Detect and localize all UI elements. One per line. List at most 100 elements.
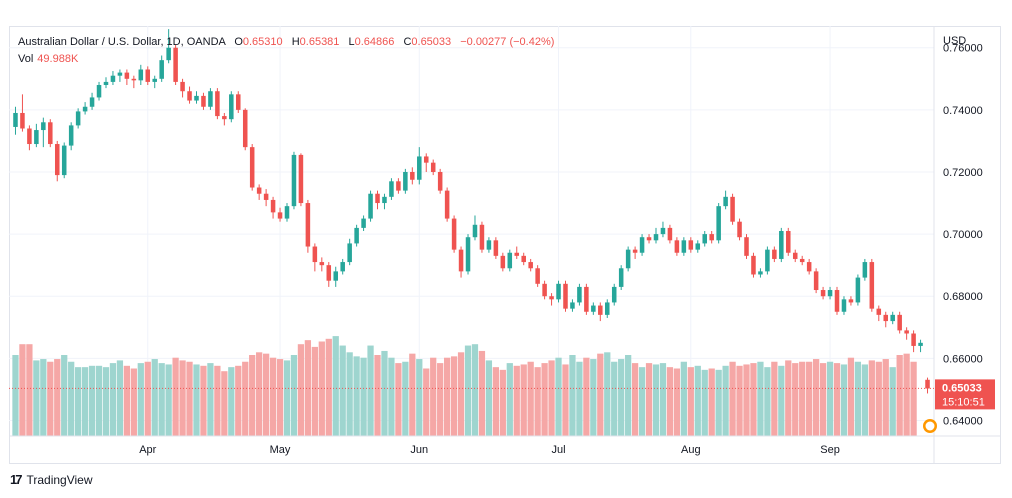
candle-body xyxy=(570,302,575,309)
candle-body xyxy=(194,95,199,101)
volume-bar xyxy=(541,363,548,436)
candle-body xyxy=(34,130,39,145)
candle-body xyxy=(340,262,345,272)
candle-body xyxy=(841,299,847,312)
candle-body xyxy=(465,237,471,272)
volume-bar xyxy=(764,367,771,436)
candle-body xyxy=(312,246,318,263)
volume-bar xyxy=(423,368,430,436)
volume-bar xyxy=(228,367,235,436)
candle-body xyxy=(472,224,478,238)
volume-bar xyxy=(534,367,541,436)
volume-bar xyxy=(430,357,437,436)
candle-body xyxy=(577,286,582,303)
volume-bar xyxy=(353,356,360,436)
candle-body xyxy=(500,255,506,269)
volume-bar xyxy=(33,360,40,436)
volume-bar xyxy=(520,364,527,436)
candle-body xyxy=(249,147,255,188)
volume-bar xyxy=(478,350,486,436)
candle-body xyxy=(222,116,227,120)
candle-body xyxy=(806,262,812,272)
volume-bar xyxy=(123,365,131,436)
candlesticks xyxy=(13,29,930,394)
candle-body xyxy=(361,218,366,228)
volume-bar xyxy=(576,361,583,436)
volume-bar xyxy=(806,361,813,436)
volume-bar xyxy=(485,360,493,436)
candle-body xyxy=(326,265,332,281)
volume-bar xyxy=(666,367,674,436)
volume-bar xyxy=(54,359,61,436)
candle-body xyxy=(152,78,157,82)
symbol-title[interactable]: Australian Dollar / U.S. Dollar, 1D, OAN… xyxy=(18,36,226,48)
candle-body xyxy=(883,314,889,322)
candle-body xyxy=(263,193,269,200)
candle-body xyxy=(758,271,763,275)
volume-bar xyxy=(207,363,214,436)
candle-body xyxy=(604,302,610,315)
candle-body xyxy=(305,203,311,247)
volume-bar xyxy=(625,355,632,436)
candle-body xyxy=(632,249,638,253)
candle-body xyxy=(611,286,617,303)
volume-bar xyxy=(61,355,68,436)
volume-bar xyxy=(673,368,681,436)
time-tick-label: Apr xyxy=(139,444,156,456)
volume-bar xyxy=(527,361,534,436)
candle-body xyxy=(75,111,81,126)
candle-body xyxy=(695,243,701,250)
candle-body xyxy=(653,234,659,241)
event-flag-icon[interactable] xyxy=(923,419,937,433)
price-tick-label: 0.66000 xyxy=(943,353,983,365)
volume-bar xyxy=(701,369,708,436)
volume-bar xyxy=(297,344,305,436)
candle-body xyxy=(549,296,554,300)
volume-bar xyxy=(597,353,604,436)
candle-body xyxy=(688,240,694,250)
volume-bar xyxy=(179,360,186,436)
volume-bar xyxy=(652,364,660,436)
candle-body xyxy=(382,196,387,204)
volume-bar xyxy=(151,359,158,436)
volume-bar xyxy=(165,364,172,436)
volume-bar xyxy=(631,363,639,436)
footer: 17 TradingView xyxy=(10,472,93,487)
volume-bar xyxy=(443,357,451,436)
candle-body xyxy=(751,255,756,275)
time-tick-label: Jun xyxy=(410,444,428,456)
volume-bar xyxy=(367,345,374,436)
candle-body xyxy=(347,243,352,263)
volume-bar xyxy=(249,355,256,436)
time-tick-label: Aug xyxy=(681,444,701,456)
volume-bar xyxy=(283,360,291,436)
candle-body xyxy=(242,109,248,148)
volume-bar xyxy=(819,363,827,436)
volume-bar xyxy=(109,363,117,436)
volume-bar xyxy=(68,361,75,436)
candle-body xyxy=(201,95,206,107)
volume-value: 49.988K xyxy=(37,53,79,65)
volume-bar xyxy=(562,364,569,436)
volume-bar xyxy=(332,336,339,436)
volume-bar xyxy=(638,367,646,436)
volume-bar xyxy=(618,359,625,436)
volume-bar xyxy=(450,356,458,436)
candle-body xyxy=(646,237,652,241)
candle-body xyxy=(291,154,297,207)
brand-name[interactable]: TradingView xyxy=(26,472,93,487)
volume-bar xyxy=(360,357,367,436)
volume-bar xyxy=(736,365,743,436)
candle-body xyxy=(625,249,631,269)
candle-body xyxy=(68,125,74,146)
volume-bar xyxy=(757,361,764,436)
price-chart[interactable]: 0.76000 0.74000 0.72000 0.70000 0.68000 0.660… xyxy=(9,26,1001,464)
candle-body xyxy=(270,199,276,213)
volume-bar xyxy=(130,368,137,436)
chart-frame xyxy=(9,26,1001,464)
tradingview-logo-icon[interactable]: 17 xyxy=(10,472,23,487)
volume-bar xyxy=(569,355,576,436)
candle-body xyxy=(667,227,673,241)
volume-bar xyxy=(19,344,26,436)
volume-bar xyxy=(771,361,778,436)
